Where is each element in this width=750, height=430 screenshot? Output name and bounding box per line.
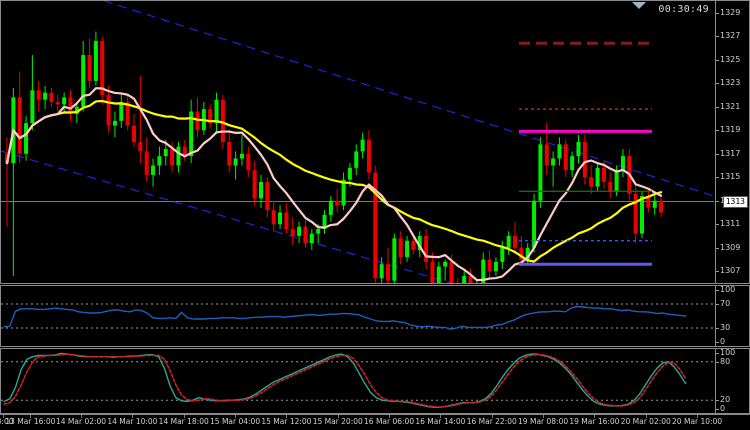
time-tick-label: 16 Mar 22:00	[466, 417, 517, 426]
time-tick-mark	[491, 415, 493, 418]
time-tick-label: 19 Mar 16:00	[569, 417, 620, 426]
stochastic-series-svg	[1, 352, 714, 409]
indicator-tick-label: 70	[720, 299, 731, 308]
time-tick-label: 19 Mar 08:00	[518, 417, 569, 426]
price-tick-label: 1307	[720, 266, 741, 276]
indicator-tick-mark	[716, 304, 719, 305]
stochastic-indicator-pane[interactable]: 100 80 20 0	[0, 348, 750, 414]
indicator-tick-label: 20	[720, 395, 731, 405]
time-tick-mark	[697, 415, 699, 418]
time-tick-mark	[30, 415, 32, 418]
price-plot-area[interactable]	[1, 1, 714, 283]
time-tick-mark	[235, 415, 237, 418]
time-tick-mark	[389, 415, 391, 418]
indicator-tick-label: 100	[720, 348, 736, 357]
price-tick-label: 1321	[720, 101, 741, 111]
time-tick-label: 08:00	[0, 417, 14, 426]
indicator-tick-mark	[716, 361, 719, 363]
price-tick-mark	[716, 59, 719, 61]
indicator-tick-mark	[716, 328, 719, 329]
price-tick-mark	[716, 200, 719, 202]
price-tick-label: 1315	[720, 172, 741, 182]
time-tick-mark	[286, 415, 288, 418]
time-tick-mark	[81, 415, 83, 418]
price-tick-mark	[716, 224, 719, 226]
indicator-tick-mark	[716, 290, 719, 291]
time-tick-mark	[594, 415, 596, 418]
price-tick-label: 1329	[720, 7, 741, 17]
rsi-plot-area	[1, 286, 714, 346]
price-chart-pane[interactable]: 1329 1327 1325 1323 1321 1319 1317 1315 1313 1311…	[0, 0, 750, 284]
stochastic-d-line	[3, 353, 687, 409]
price-tick-label: 1309	[720, 242, 741, 252]
time-tick-mark	[440, 415, 442, 418]
price-tick-label: 1319	[720, 125, 741, 135]
price-tick-mark	[716, 130, 719, 132]
price-tick-label: 1317	[720, 148, 741, 158]
price-tick-mark	[716, 83, 719, 85]
bar-countdown-timer: 00:30:49	[658, 4, 709, 15]
price-tick-mark	[716, 177, 719, 179]
current-price-tag: 1313	[722, 195, 748, 208]
time-tick-mark	[337, 415, 339, 418]
price-tick-label: 1311	[720, 219, 741, 229]
time-tick-label: 15 Mar 04:00	[210, 417, 261, 426]
chevron-down-icon[interactable]	[632, 2, 646, 9]
price-tick-label: 1325	[720, 54, 741, 64]
time-tick-mark	[543, 415, 545, 418]
price-tick-label: 1327	[720, 31, 741, 41]
time-tick-label: 16 Mar 14:00	[415, 417, 466, 426]
price-axis[interactable]: 1329 1327 1325 1323 1321 1319 1317 1315 1313 1311…	[715, 1, 749, 283]
rsi-axis: 100 70 30 0	[715, 286, 749, 346]
rsi-indicator-pane[interactable]: 100 70 30 0	[0, 285, 750, 347]
time-tick-label: 15 Mar 20:00	[312, 417, 363, 426]
time-tick-mark	[645, 415, 647, 418]
time-tick-mark	[2, 415, 4, 418]
time-tick-label: 14 Mar 02:00	[56, 417, 107, 426]
price-tick-mark	[716, 36, 719, 38]
price-tick-mark	[716, 153, 719, 155]
rsi-series-svg	[1, 303, 714, 330]
price-tick-mark	[716, 271, 719, 273]
indicator-tick-label: 30	[720, 323, 731, 332]
indicator-tick-label: 0	[720, 337, 726, 346]
time-tick-label: 20 Mar 10:00	[672, 417, 723, 426]
indicator-tick-label: 100	[720, 285, 736, 294]
indicator-tick-label: 0	[720, 404, 726, 413]
time-tick-label: 15 Mar 12:00	[261, 417, 312, 426]
price-tick-mark	[716, 106, 719, 108]
stochastic-axis: 100 80 20 0	[715, 349, 749, 413]
indicator-tick-label: 80	[720, 356, 731, 366]
stochastic-plot-area	[1, 349, 714, 413]
indicator-tick-mark	[716, 342, 719, 343]
time-tick-label: 13 Mar 16:00	[5, 417, 56, 426]
indicator-tick-mark	[716, 409, 719, 410]
indicator-tick-mark	[716, 353, 719, 354]
time-tick-mark	[132, 415, 134, 418]
price-tick-mark	[716, 12, 719, 14]
rsi-line	[3, 305, 687, 330]
price-series-svg	[1, 1, 714, 283]
price-tick-mark	[716, 247, 719, 249]
time-tick-label: 14 Mar 10:00	[107, 417, 158, 426]
time-tick-mark	[183, 415, 185, 418]
price-tick-label: 1323	[720, 78, 741, 88]
time-tick-label: 20 Mar 02:00	[620, 417, 671, 426]
time-tick-label: 16 Mar 06:00	[364, 417, 415, 426]
indicator-tick-mark	[716, 400, 719, 402]
time-tick-label: 14 Mar 18:00	[158, 417, 209, 426]
